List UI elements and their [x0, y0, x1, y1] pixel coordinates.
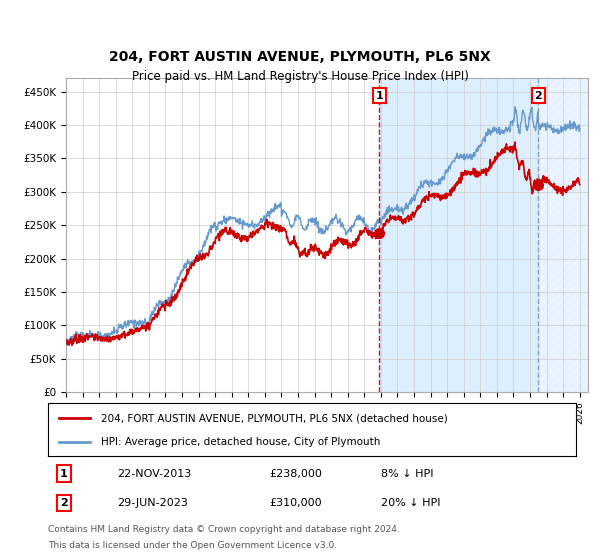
Text: HPI: Average price, detached house, City of Plymouth: HPI: Average price, detached house, City…: [101, 436, 380, 446]
Text: 1: 1: [376, 91, 383, 101]
Text: 8% ↓ HPI: 8% ↓ HPI: [380, 469, 433, 479]
Text: 1: 1: [60, 469, 68, 479]
Text: £238,000: £238,000: [270, 469, 323, 479]
Text: This data is licensed under the Open Government Licence v3.0.: This data is licensed under the Open Gov…: [48, 542, 337, 550]
Text: 2: 2: [60, 498, 68, 508]
Text: Contains HM Land Registry data © Crown copyright and database right 2024.: Contains HM Land Registry data © Crown c…: [48, 525, 400, 534]
Bar: [538, 78, 588, 392]
Text: Price paid vs. HM Land Registry's House Price Index (HPI): Price paid vs. HM Land Registry's House …: [131, 70, 469, 83]
Bar: [379, 78, 538, 392]
Text: 204, FORT AUSTIN AVENUE, PLYMOUTH, PL6 5NX: 204, FORT AUSTIN AVENUE, PLYMOUTH, PL6 5…: [109, 50, 491, 64]
Text: 20% ↓ HPI: 20% ↓ HPI: [380, 498, 440, 508]
Text: 22-NOV-2013: 22-NOV-2013: [116, 469, 191, 479]
Text: 2: 2: [535, 91, 542, 101]
Text: 204, FORT AUSTIN AVENUE, PLYMOUTH, PL6 5NX (detached house): 204, FORT AUSTIN AVENUE, PLYMOUTH, PL6 5…: [101, 413, 448, 423]
Text: £310,000: £310,000: [270, 498, 322, 508]
Text: 29-JUN-2023: 29-JUN-2023: [116, 498, 188, 508]
